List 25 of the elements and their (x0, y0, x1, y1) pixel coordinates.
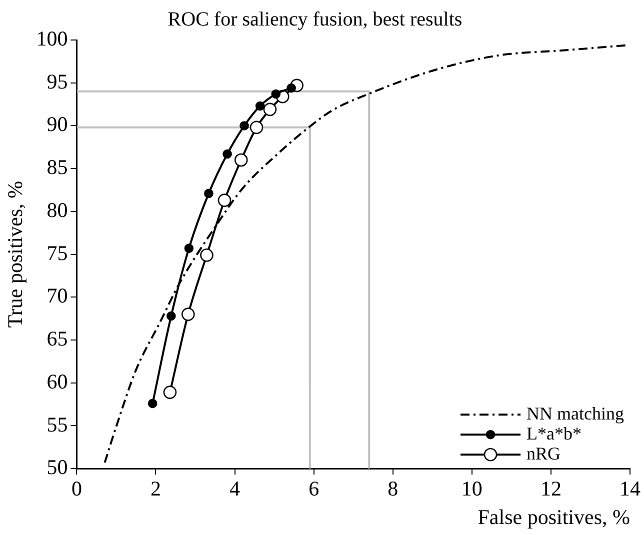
x-tick-label: 2 (150, 476, 161, 501)
y-tick-label: 55 (46, 412, 68, 436)
legend-label: NN matching (526, 403, 624, 424)
y-axis-title: True positives, % (3, 180, 28, 328)
y-tick-label: 75 (46, 240, 68, 265)
y-tick-label: 85 (46, 155, 68, 180)
x-tick-label: 8 (388, 476, 398, 501)
y-tick-label: 80 (46, 198, 68, 222)
y-tick-label: 90 (46, 112, 68, 136)
y-tick-label: 50 (46, 455, 68, 480)
y-tick-label: 95 (46, 69, 68, 94)
x-tick-label: 6 (308, 476, 320, 501)
x-axis-title: False positives, % (478, 504, 630, 529)
legend-label: nRG (526, 443, 561, 464)
legend-label: L*a*b* (526, 423, 582, 444)
x-tick-label: 14 (620, 476, 641, 501)
y-tick-label: 100 (36, 26, 68, 51)
y-tick-label: 70 (46, 284, 68, 308)
y-tick-label: 60 (46, 369, 68, 394)
y-tick-label: 65 (46, 326, 68, 351)
x-tick-label: 0 (71, 476, 82, 501)
x-tick-label: 4 (230, 476, 241, 501)
chart-title: ROC for saliency fusion, best results (168, 8, 462, 30)
x-tick-label: 10 (461, 476, 482, 501)
x-tick-label: 12 (540, 476, 562, 501)
